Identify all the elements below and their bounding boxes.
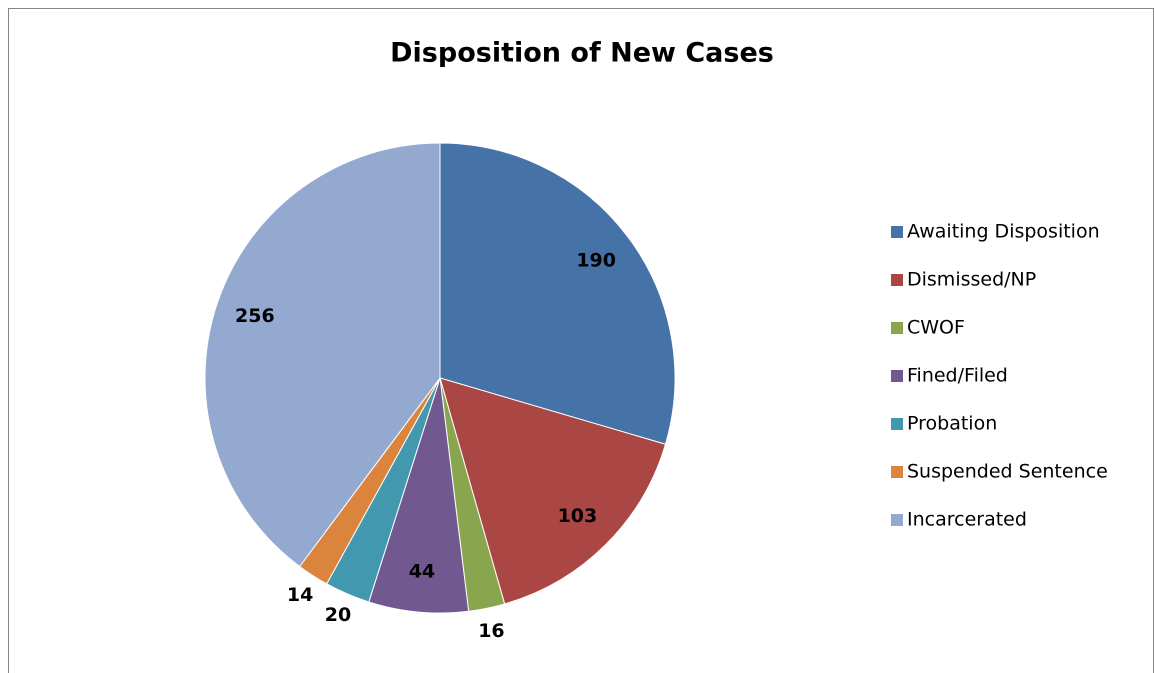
- chart-title: Disposition of New Cases: [390, 38, 774, 69]
- data-label: 44: [409, 561, 435, 583]
- legend-swatch: [891, 322, 903, 334]
- legend-swatch: [891, 418, 903, 430]
- legend-label: Suspended Sentence: [907, 461, 1108, 483]
- data-label: 256: [235, 305, 275, 327]
- legend-swatch: [891, 466, 903, 478]
- data-label: 103: [558, 505, 598, 527]
- legend-swatch: [891, 226, 903, 238]
- pie-slice: [204, 142, 441, 568]
- legend-label: Probation: [907, 413, 997, 435]
- pie-slice: [439, 377, 667, 605]
- legend-swatch: [891, 274, 903, 286]
- legend-label: Awaiting Disposition: [907, 221, 1100, 243]
- data-label: 14: [287, 584, 313, 606]
- legend-label: Incarcerated: [907, 509, 1027, 531]
- legend-label: CWOF: [907, 317, 965, 339]
- legend-swatch: [891, 514, 903, 526]
- legend-label: Fined/Filed: [907, 365, 1008, 387]
- legend-swatch: [891, 370, 903, 382]
- data-label: 16: [478, 620, 504, 642]
- data-label: 190: [576, 250, 616, 272]
- data-label: 20: [325, 604, 351, 626]
- pie-slice: [439, 142, 676, 445]
- legend-label: Dismissed/NP: [907, 269, 1036, 291]
